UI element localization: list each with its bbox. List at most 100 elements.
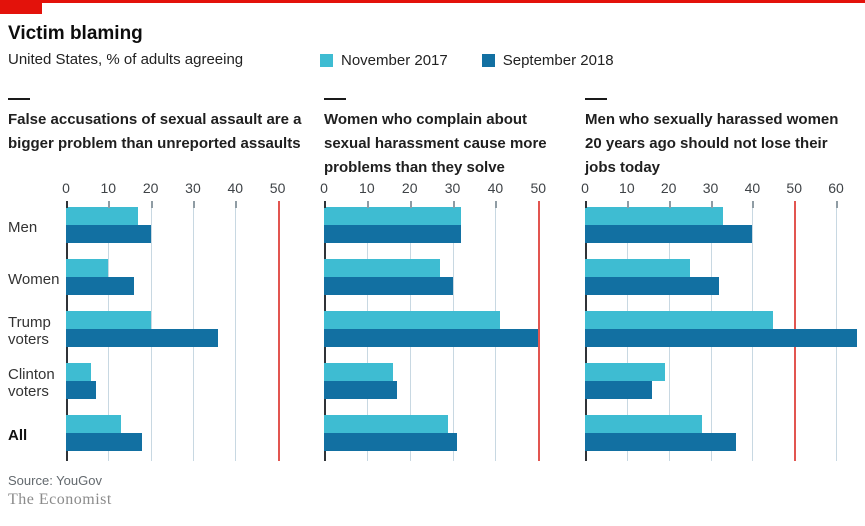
panel-title: Women who complain about sexual harassme…: [324, 111, 547, 176]
bar-group-women: [66, 253, 303, 305]
bar-groups: [324, 201, 564, 461]
bar-november-2017: [585, 259, 690, 277]
bar-september-2018: [324, 329, 539, 347]
axis-tick-label: 50: [269, 180, 286, 196]
bar-november-2017: [585, 311, 774, 329]
bar-september-2018: [324, 277, 453, 295]
bar-september-2018: [324, 381, 397, 399]
bar-group-all: [66, 409, 303, 461]
bar-november-2017: [324, 415, 449, 433]
bar-september-2018: [585, 433, 736, 451]
bar-november-2017: [324, 259, 440, 277]
axis-tick: [192, 201, 195, 208]
bar-november-2017: [324, 311, 500, 329]
legend-swatch-icon: [481, 54, 495, 67]
row-label: All: [8, 426, 28, 444]
axis-tick-label: 20: [660, 180, 677, 196]
plot-area: [324, 201, 564, 461]
legend-item-november-2017: November 2017: [320, 52, 448, 69]
bar-november-2017: [585, 207, 724, 225]
bar-group-trump-voters: [66, 305, 303, 357]
axis-tick: [538, 201, 541, 208]
bar-group-men: [324, 201, 564, 253]
axis-tick-label: 20: [142, 180, 159, 196]
axis-tick: [150, 201, 153, 208]
axis-tick: [108, 201, 111, 208]
panel-1: False accusations of sexual assault are …: [8, 98, 303, 461]
bar-november-2017: [585, 363, 665, 381]
axis-tick: [585, 201, 587, 208]
bar-september-2018: [585, 277, 719, 295]
panel-title: Men who sexually harassed women 20 years…: [585, 111, 839, 176]
bar-group-all: [324, 409, 564, 461]
chart-subtitle: United States, % of adults agreeing: [8, 51, 244, 68]
bar-group-clinton-voters: [585, 357, 857, 409]
legend: November 2017 September 2018: [320, 52, 614, 69]
legend-label: September 2018: [502, 52, 614, 69]
plot-column: 0 10 20 30 40 50: [320, 180, 564, 461]
bar-november-2017: [324, 363, 393, 381]
bar-group-men: [585, 201, 857, 253]
legend-swatch-icon: [320, 54, 333, 67]
bar-september-2018: [66, 329, 219, 347]
axis-tick-label: 30: [702, 180, 719, 196]
bar-september-2018: [324, 433, 457, 451]
bar-september-2018: [66, 381, 96, 399]
legend-item-september-2018: September 2018: [481, 52, 614, 69]
bar-september-2018: [66, 277, 134, 295]
axis-tick: [452, 201, 455, 208]
bar-september-2018: [585, 225, 753, 243]
bar-group-all: [585, 409, 857, 461]
plot-column: 0 10 20 30 40 50 60: [581, 180, 857, 461]
axis-tick: [235, 201, 238, 208]
bar-group-men: [66, 201, 303, 253]
axis-tick: [324, 201, 326, 208]
axis-tick: [668, 201, 671, 208]
row-label: Clinton voters: [8, 366, 55, 400]
bar-september-2018: [585, 329, 857, 347]
bar-november-2017: [324, 207, 462, 225]
subtitle-row: United States, % of adults agreeing Nove…: [8, 51, 857, 71]
axis-tick-label: 50: [530, 180, 547, 196]
panel-3: Men who sexually harassed women 20 years…: [581, 98, 857, 461]
plot-row: 0 10 20 30 40 50: [320, 180, 564, 461]
plot-row: Men Women Trump voters Clinton voters All 0 10…: [8, 180, 303, 461]
axis-tick-label: 60: [828, 180, 844, 196]
panel-dash: [585, 98, 607, 100]
top-rule: [0, 0, 865, 3]
bar-november-2017: [66, 259, 109, 277]
bar-november-2017: [585, 415, 703, 433]
axis-tick: [409, 201, 412, 208]
axis-tick-label: 10: [359, 180, 375, 196]
axis-tick: [626, 201, 629, 208]
bar-september-2018: [585, 381, 652, 399]
axis-tick-label: 10: [100, 180, 117, 196]
axis-tick: [66, 201, 68, 208]
source-note: Source: YouGov: [8, 473, 102, 488]
bar-november-2017: [66, 311, 151, 329]
plot-row: 0 10 20 30 40 50 60: [581, 180, 857, 461]
bar-group-clinton-voters: [66, 357, 303, 409]
axis-tick-labels: 0 10 20 30 40 50 60: [581, 180, 857, 198]
axis-tick-label: 30: [185, 180, 201, 196]
bar-groups: [585, 201, 857, 461]
plot-area: [585, 201, 857, 461]
axis-tick-label: 10: [619, 180, 635, 196]
chart-panels: False accusations of sexual assault are …: [8, 98, 857, 461]
bar-group-clinton-voters: [324, 357, 564, 409]
plot-column: 0 10 20 30 40 50: [62, 180, 303, 461]
bar-september-2018: [66, 433, 143, 451]
axis-tick-label: 20: [401, 180, 418, 196]
bar-group-trump-voters: [585, 305, 857, 357]
axis-tick-label: 0: [581, 180, 589, 196]
bar-november-2017: [66, 363, 92, 381]
legend-label: November 2017: [341, 52, 448, 69]
axis-tick-label: 40: [227, 180, 244, 196]
chart-title: Victim blaming: [8, 23, 143, 44]
axis-tick-label: 40: [487, 180, 504, 196]
panel-dash: [8, 98, 30, 100]
category-labels: Men Women Trump voters Clinton voters All: [8, 180, 66, 461]
bar-november-2017: [66, 415, 122, 433]
axis-tick-labels: 0 10 20 30 40 50: [320, 180, 564, 198]
